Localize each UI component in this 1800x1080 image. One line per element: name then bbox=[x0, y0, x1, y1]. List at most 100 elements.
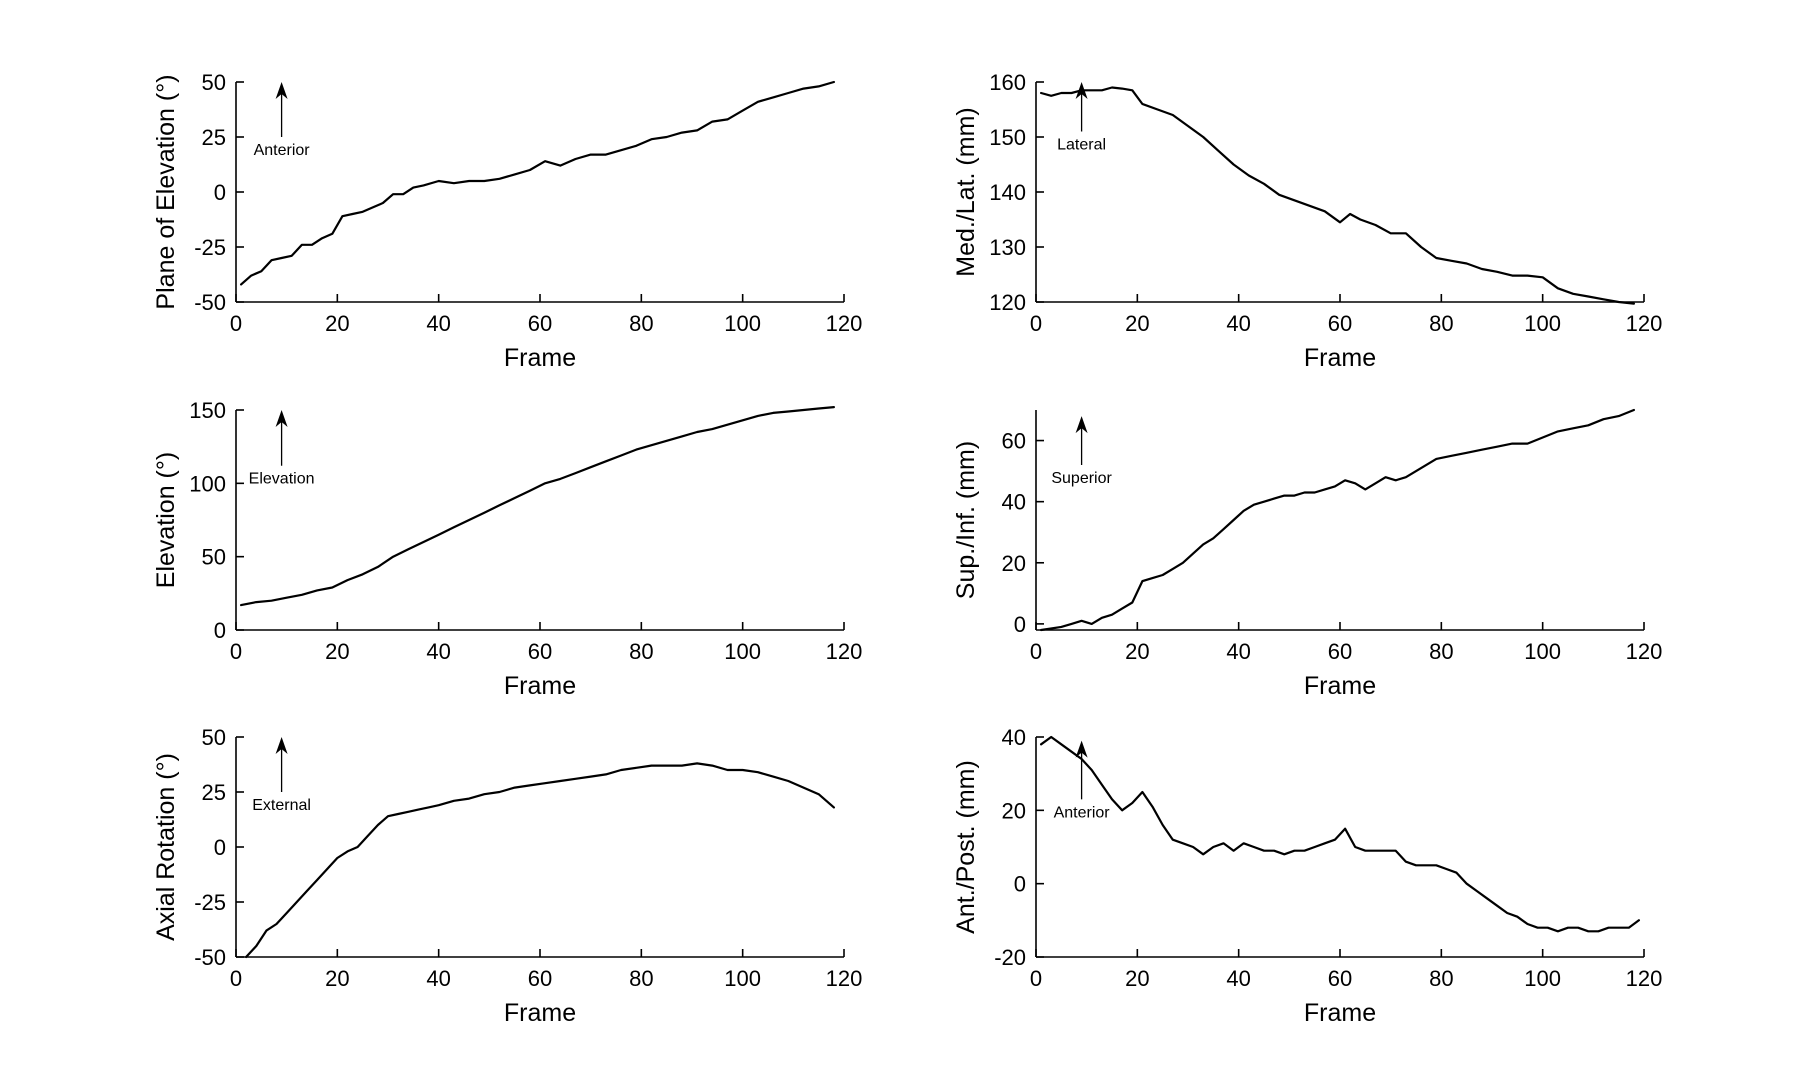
x-tick-label: 0 bbox=[230, 311, 242, 336]
direction-label: Superior bbox=[1051, 470, 1112, 487]
y-axis-label: Axial Rotation (°) bbox=[152, 753, 180, 941]
x-tick-label: 120 bbox=[826, 311, 863, 336]
x-tick-label: 60 bbox=[1328, 639, 1352, 664]
y-tick-label: 100 bbox=[189, 471, 226, 496]
series-line-sup-inf bbox=[1039, 408, 1636, 632]
x-tick-label: 100 bbox=[724, 966, 761, 991]
series-line-med-lat bbox=[1039, 86, 1636, 305]
direction-arrow-icon bbox=[1075, 416, 1088, 434]
direction-arrow-icon bbox=[275, 82, 288, 99]
x-tick-label: 100 bbox=[1524, 966, 1561, 991]
y-tick-label: -25 bbox=[194, 890, 226, 915]
x-tick-label: 120 bbox=[826, 639, 863, 664]
x-axis-label: Frame bbox=[1304, 344, 1376, 372]
direction-label: Anterior bbox=[1054, 804, 1111, 821]
y-tick-label: 140 bbox=[989, 180, 1026, 205]
y-tick-label: 20 bbox=[1002, 551, 1026, 576]
y-tick-label: 25 bbox=[202, 125, 226, 150]
y-tick-label: 40 bbox=[1002, 490, 1026, 515]
x-tick-label: 40 bbox=[1226, 311, 1250, 336]
x-tick-label: 0 bbox=[230, 639, 242, 664]
x-tick-label: 60 bbox=[1328, 311, 1352, 336]
x-tick-label: 20 bbox=[1125, 966, 1149, 991]
x-tick-label: 80 bbox=[1429, 311, 1453, 336]
y-axis-label: Ant./Post. (mm) bbox=[952, 760, 980, 934]
y-tick-label: 0 bbox=[214, 180, 226, 205]
x-tick-label: 40 bbox=[426, 966, 450, 991]
y-tick-label: 50 bbox=[202, 70, 226, 95]
series-line-ant-post bbox=[1039, 735, 1641, 933]
chart-panel-med-lat: 0 20 40 60 80 100 120 120 130 140 150 160 Frame Med./… bbox=[952, 70, 1662, 372]
direction-arrow-icon bbox=[275, 737, 288, 754]
x-axis-label: Frame bbox=[504, 999, 576, 1027]
y-axis-label: Elevation (°) bbox=[152, 452, 180, 588]
direction-label: External bbox=[252, 797, 311, 814]
chart-panel-plane-of-elevation: 0 20 40 60 80 100 120 -50 -25 0 25 50 Frame Plane of … bbox=[152, 70, 862, 372]
x-tick-label: 60 bbox=[528, 966, 552, 991]
x-tick-label: 20 bbox=[325, 966, 349, 991]
x-tick-label: 100 bbox=[1524, 639, 1561, 664]
y-tick-label: -50 bbox=[194, 945, 226, 970]
x-tick-label: 60 bbox=[528, 311, 552, 336]
y-tick-label: 25 bbox=[202, 780, 226, 805]
y-axis-label: Plane of Elevation (°) bbox=[152, 74, 180, 309]
x-axis-label: Frame bbox=[1304, 999, 1376, 1027]
x-tick-label: 0 bbox=[1030, 966, 1042, 991]
direction-label: Lateral bbox=[1057, 137, 1106, 154]
x-tick-label: 0 bbox=[1030, 311, 1042, 336]
y-tick-label: 0 bbox=[214, 835, 226, 860]
x-tick-label: 120 bbox=[826, 966, 863, 991]
series-line-elevation bbox=[240, 406, 836, 607]
y-axis-label: Sup./Inf. (mm) bbox=[952, 441, 980, 599]
x-tick-label: 40 bbox=[1226, 966, 1250, 991]
y-tick-label: 40 bbox=[1002, 725, 1026, 750]
y-tick-label: 150 bbox=[189, 398, 226, 423]
y-tick-label: 130 bbox=[989, 235, 1026, 260]
x-tick-label: 120 bbox=[1626, 639, 1663, 664]
y-tick-label: -20 bbox=[994, 945, 1026, 970]
direction-arrow-icon bbox=[1075, 740, 1088, 758]
x-tick-label: 120 bbox=[1626, 966, 1663, 991]
direction-arrow-icon bbox=[1075, 82, 1088, 99]
y-tick-label: 20 bbox=[1002, 798, 1026, 823]
x-tick-label: 100 bbox=[1524, 311, 1561, 336]
x-tick-label: 20 bbox=[1125, 311, 1149, 336]
chart-panel-sup-inf: 0 20 40 60 80 100 120 0 20 40 60 Frame Sup./Inf. (mm… bbox=[952, 408, 1663, 700]
x-tick-label: 20 bbox=[325, 639, 349, 664]
x-axis-label: Frame bbox=[504, 344, 576, 372]
x-tick-label: 80 bbox=[629, 966, 653, 991]
x-tick-label: 20 bbox=[325, 311, 349, 336]
y-tick-label: 0 bbox=[1014, 872, 1026, 897]
x-tick-label: 20 bbox=[1125, 639, 1149, 664]
chart-panel-elevation: 0 20 40 60 80 100 120 0 50 100 150 Frame Elevation (… bbox=[152, 398, 862, 700]
x-tick-label: 80 bbox=[629, 639, 653, 664]
x-axis-label: Frame bbox=[504, 672, 576, 700]
x-tick-label: 40 bbox=[1226, 639, 1250, 664]
x-tick-label: 80 bbox=[1429, 966, 1453, 991]
series-line-plane-of-elevation bbox=[240, 80, 836, 286]
y-tick-label: -50 bbox=[194, 290, 226, 315]
y-tick-label: 60 bbox=[1002, 429, 1026, 454]
x-axis-label: Frame bbox=[1304, 672, 1376, 700]
x-tick-label: 60 bbox=[1328, 966, 1352, 991]
y-tick-label: 160 bbox=[989, 70, 1026, 95]
x-tick-label: 0 bbox=[230, 966, 242, 991]
y-axis-label: Med./Lat. (mm) bbox=[952, 107, 980, 276]
x-tick-label: 120 bbox=[1626, 311, 1663, 336]
y-tick-label: -25 bbox=[194, 235, 226, 260]
y-tick-label: 0 bbox=[214, 618, 226, 643]
x-tick-label: 40 bbox=[426, 639, 450, 664]
direction-label: Elevation bbox=[249, 471, 315, 488]
chart-panel-axial-rotation: 0 20 40 60 80 100 120 -50 -25 0 25 50 Frame Axial Rot… bbox=[152, 725, 862, 1027]
x-tick-label: 0 bbox=[1030, 639, 1042, 664]
y-tick-label: 50 bbox=[202, 545, 226, 570]
y-tick-label: 150 bbox=[989, 125, 1026, 150]
x-tick-label: 100 bbox=[724, 311, 761, 336]
x-tick-label: 80 bbox=[1429, 639, 1453, 664]
series-line-axial-rotation bbox=[245, 762, 836, 959]
y-tick-label: 50 bbox=[202, 725, 226, 750]
y-tick-label: 120 bbox=[989, 290, 1026, 315]
y-tick-label: 0 bbox=[1014, 612, 1026, 637]
